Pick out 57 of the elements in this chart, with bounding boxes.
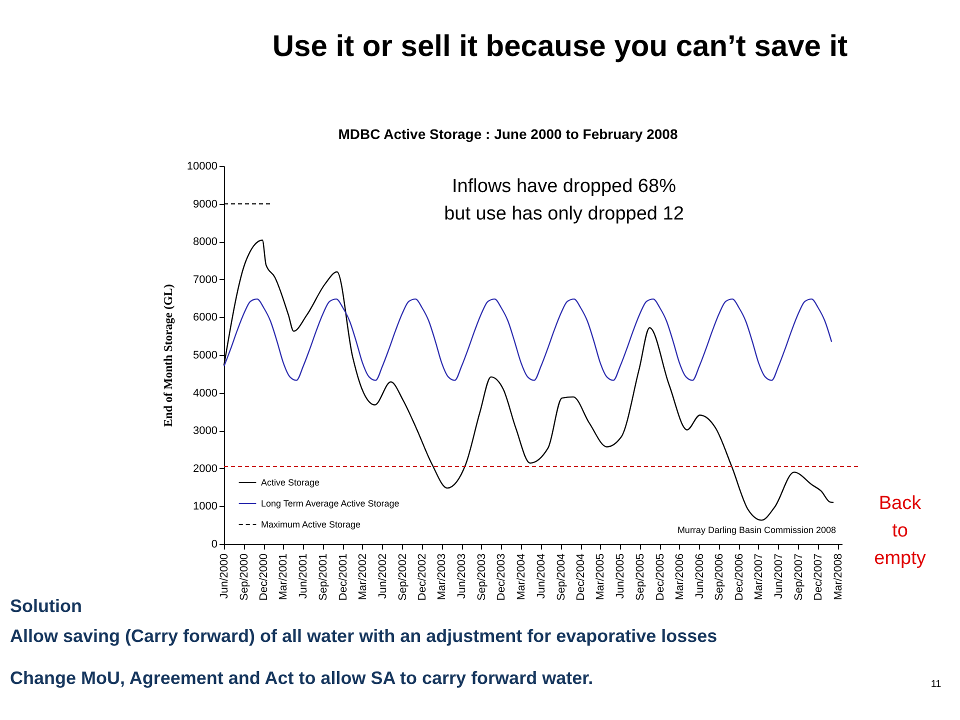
x-tick-label: Mar/2005 [594,554,607,600]
x-tick-label: Jun/2002 [376,554,389,599]
y-tick-label: 8000 [193,236,218,248]
x-tick-label: Sep/2000 [238,554,250,601]
text: Back to empty [874,493,926,570]
text: Use it or sell it because you can’t save it [272,30,848,63]
chart-title: MDBC Active Storage : June 2000 to February 2008 [338,126,678,142]
x-tick-label: Dec/2002 [416,554,429,601]
x-tick-label: Mar/2006 [674,554,686,600]
x-tick-label: Sep/2006 [714,554,726,601]
x-tick-label: Sep/2002 [396,554,409,601]
text: Allow saving (Carry forward) of all water with an adjustment for evaporative losses [10,626,718,646]
text: Solution [10,596,82,616]
x-tick-label: Jun/2007 [772,554,785,599]
x-tick-label: Dec/2006 [733,554,746,601]
text: 11 [930,679,942,690]
annotation: Inflows have dropped 68% but use has only dropped 12 [444,176,684,225]
y-tick-label: 10000 [186,160,218,172]
legend-label: Maximum Active Storage [261,520,361,530]
line-series [223,298,832,381]
legend-label: Active Storage [261,478,320,488]
x-tick-label: Mar/2002 [356,554,369,600]
x-tick-label: Mar/2007 [752,554,765,600]
x-tick-label: Jun/2003 [456,554,468,599]
x-tick-label: Sep/2004 [555,554,568,601]
y-tick-label: 4000 [193,387,218,400]
y-tick-label: 3000 [193,425,218,438]
x-tick-label: Mar/2008 [832,554,844,600]
y-axis-title: End of Month Storage (GL) [160,284,175,427]
x-tick-label: Jun/2001 [298,554,310,599]
text: Change MoU, Agreement and Act to allow SA to carry forward water. [10,668,594,688]
x-tick-label: Dec/2005 [654,554,666,601]
x-tick-label: Sep/2005 [634,554,647,601]
legend-label: Long Term Average Active Storage [261,498,400,508]
x-tick-label: Mar/2001 [278,554,290,600]
y-tick-label: 7000 [193,274,218,286]
x-tick-label: Jun/2004 [535,554,548,599]
x-tick-label: Jun/2005 [614,554,627,599]
y-tick-label: 0 [211,538,218,550]
x-tick-label: Jun/2006 [694,554,706,599]
y-tick-label: 2000 [193,462,218,475]
x-tick-label: Dec/2001 [337,554,350,601]
x-tick-label: Dec/2007 [812,554,825,601]
x-tick-label: Dec/2004 [575,554,588,601]
x-tick-label: Sep/2007 [792,554,805,601]
x-tick-label: Jun/2000 [218,554,230,599]
y-tick-label: 5000 [193,350,218,362]
y-tick-label: 6000 [193,312,218,324]
x-tick-label: Dec/2003 [496,554,508,601]
x-tick-label: Mar/2004 [515,554,528,600]
x-tick-label: Dec/2000 [258,554,270,601]
x-tick-label: Sep/2001 [318,554,330,601]
y-tick-label: 1000 [193,500,218,513]
y-tick-label: 9000 [193,198,218,210]
x-tick-label: Sep/2003 [476,554,488,601]
x-tick-label: Mar/2003 [436,554,448,600]
annotation: Murray Darling Basin Commission 2008 [677,525,836,535]
